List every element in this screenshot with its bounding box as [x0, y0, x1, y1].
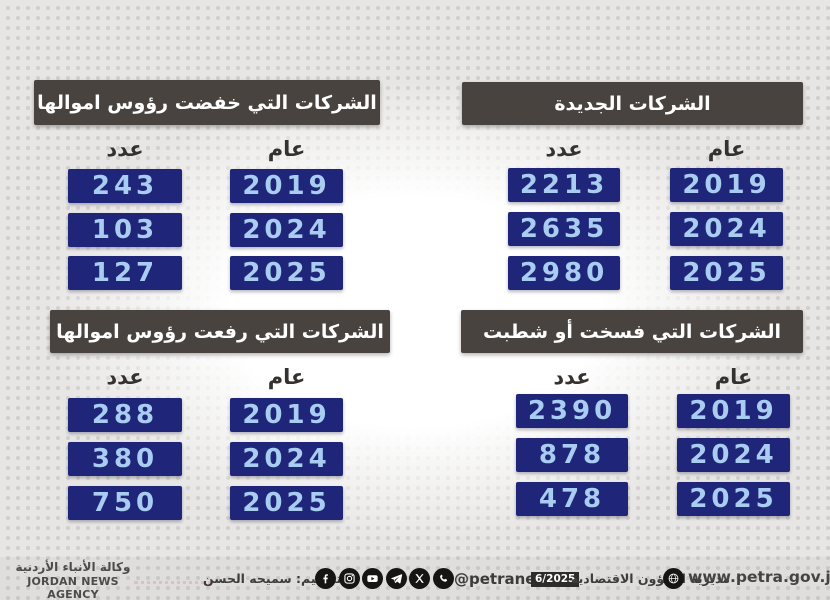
section-title-dissolved-companies: الشركات التي فسخت أو شطبت — [461, 310, 803, 353]
count-value: 380 — [68, 442, 182, 476]
directorate-label: مديرية الشؤون الاقتصادية — [571, 571, 730, 586]
year-value: 2019 — [677, 394, 790, 428]
section-title-reduced-capital: الشركات التي خفضت رؤوس اموالها — [34, 80, 380, 125]
agency-name-english: JORDAN NEWS AGENCY — [27, 575, 119, 600]
agency-name-arabic: وكالة الأنباء الأردنية — [15, 560, 131, 574]
count-value: 750 — [68, 486, 182, 520]
agency-logo: وكالة الأنباء الأردنية JORDAN NEWS AGENC… — [8, 560, 138, 600]
website-url[interactable]: www.petra.gov.jo — [688, 568, 830, 586]
count-value: 127 — [68, 256, 182, 290]
year-value: 2025 — [230, 256, 343, 290]
section-title-new-companies: الشركات الجديدة — [462, 82, 803, 125]
count-column-header: عدد — [106, 137, 144, 161]
count-value: 2213 — [508, 168, 620, 202]
year-column-header: عام — [267, 365, 306, 389]
instagram-icon[interactable] — [338, 568, 360, 589]
divider-dots — [134, 581, 212, 584]
count-value: 288 — [68, 398, 182, 432]
issue-date-badge: 6/2025 — [531, 572, 580, 587]
year-column-header: عام — [267, 137, 306, 161]
count-column-header: عدد — [106, 365, 144, 389]
petra-globe-icon — [663, 568, 684, 589]
year-value: 2025 — [670, 256, 783, 290]
social-icons-row — [315, 568, 454, 589]
year-value: 2019 — [230, 169, 343, 203]
count-value: 2980 — [508, 256, 620, 290]
x-twitter-icon[interactable] — [409, 568, 430, 589]
whatsapp-icon[interactable] — [432, 568, 454, 589]
count-value: 2390 — [516, 394, 628, 428]
count-column-header: عدد — [545, 137, 583, 161]
year-column-header: عام — [714, 365, 753, 389]
year-value: 2019 — [670, 168, 783, 202]
youtube-icon[interactable] — [362, 568, 383, 589]
year-column-header: عام — [707, 137, 746, 161]
year-value: 2019 — [230, 398, 343, 432]
year-value: 2025 — [230, 486, 343, 520]
year-value: 2024 — [230, 442, 343, 476]
year-value: 2025 — [677, 482, 790, 516]
design-credit: تصميم: سميحه الحسن — [203, 571, 342, 586]
year-value: 2024 — [230, 213, 343, 247]
count-value: 2635 — [508, 212, 620, 246]
telegram-icon[interactable] — [385, 568, 407, 589]
count-value: 103 — [68, 213, 182, 247]
count-value: 243 — [68, 169, 182, 203]
year-value: 2024 — [677, 438, 790, 472]
count-value: 478 — [516, 482, 628, 516]
count-value: 878 — [516, 438, 628, 472]
year-value: 2024 — [670, 212, 783, 246]
facebook-icon[interactable] — [315, 568, 336, 589]
count-column-header: عدد — [553, 365, 591, 389]
section-title-raised-capital: الشركات التي رفعت رؤوس اموالها — [50, 310, 390, 353]
